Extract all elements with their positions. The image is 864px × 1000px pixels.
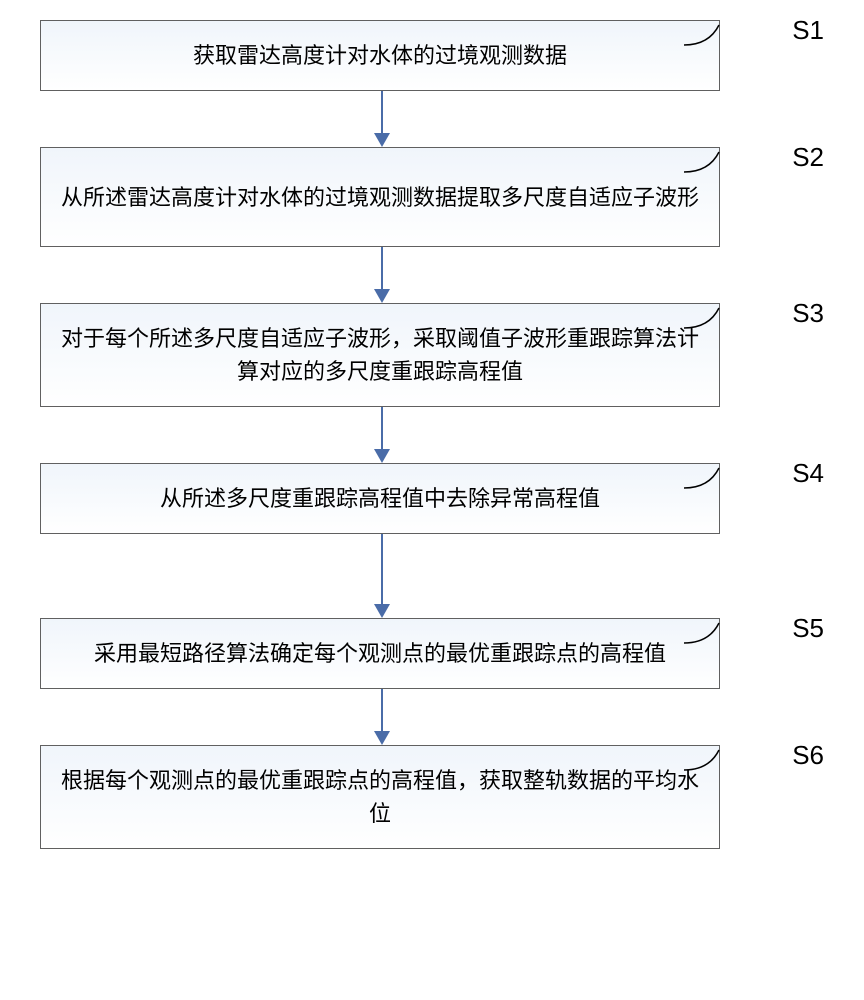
step-container-s3: 对于每个所述多尺度自适应子波形，采取阈值子波形重跟踪算法计算对应的多尺度重跟踪高…	[40, 303, 824, 407]
arrow-head	[374, 449, 390, 463]
step-box-s5: 采用最短路径算法确定每个观测点的最优重跟踪点的高程值	[40, 618, 720, 689]
step-label-s4: S4	[792, 458, 824, 489]
step-box-s4: 从所述多尺度重跟踪高程值中去除异常高程值	[40, 463, 720, 534]
step-label-s6: S6	[792, 740, 824, 771]
arrow-head	[374, 604, 390, 618]
step-label-s2: S2	[792, 142, 824, 173]
arrow-line	[381, 91, 383, 133]
step-label-s1: S1	[792, 15, 824, 46]
step-container-s5: 采用最短路径算法确定每个观测点的最优重跟踪点的高程值 S5	[40, 618, 824, 689]
arrow-head	[374, 731, 390, 745]
step-container-s4: 从所述多尺度重跟踪高程值中去除异常高程值 S4	[40, 463, 824, 534]
arrow-1	[374, 91, 390, 147]
step-container-s6: 根据每个观测点的最优重跟踪点的高程值，获取整轨数据的平均水位 S6	[40, 745, 824, 849]
arrow-head	[374, 289, 390, 303]
arrow-3	[374, 407, 390, 463]
step-text-s6: 根据每个观测点的最优重跟踪点的高程值，获取整轨数据的平均水位	[61, 764, 699, 830]
arrow-line	[381, 407, 383, 449]
step-box-s6: 根据每个观测点的最优重跟踪点的高程值，获取整轨数据的平均水位	[40, 745, 720, 849]
arrow-line	[381, 247, 383, 289]
arrow-head	[374, 133, 390, 147]
step-box-s3: 对于每个所述多尺度自适应子波形，采取阈值子波形重跟踪算法计算对应的多尺度重跟踪高…	[40, 303, 720, 407]
step-text-s2: 从所述雷达高度计对水体的过境观测数据提取多尺度自适应子波形	[61, 181, 699, 214]
arrow-5	[374, 689, 390, 745]
arrow-4	[374, 534, 390, 618]
arrow-line	[381, 534, 383, 604]
step-container-s1: 获取雷达高度计对水体的过境观测数据 S1	[40, 20, 824, 91]
step-label-s3: S3	[792, 298, 824, 329]
step-text-s4: 从所述多尺度重跟踪高程值中去除异常高程值	[160, 482, 600, 515]
step-text-s1: 获取雷达高度计对水体的过境观测数据	[193, 39, 567, 72]
step-label-s5: S5	[792, 613, 824, 644]
step-container-s2: 从所述雷达高度计对水体的过境观测数据提取多尺度自适应子波形 S2	[40, 147, 824, 247]
step-text-s5: 采用最短路径算法确定每个观测点的最优重跟踪点的高程值	[94, 637, 666, 670]
step-box-s2: 从所述雷达高度计对水体的过境观测数据提取多尺度自适应子波形	[40, 147, 720, 247]
arrow-line	[381, 689, 383, 731]
step-box-s1: 获取雷达高度计对水体的过境观测数据	[40, 20, 720, 91]
step-text-s3: 对于每个所述多尺度自适应子波形，采取阈值子波形重跟踪算法计算对应的多尺度重跟踪高…	[61, 322, 699, 388]
arrow-2	[374, 247, 390, 303]
flowchart-container: 获取雷达高度计对水体的过境观测数据 S1 从所述雷达高度计对水体的过境观测数据提…	[40, 20, 824, 849]
